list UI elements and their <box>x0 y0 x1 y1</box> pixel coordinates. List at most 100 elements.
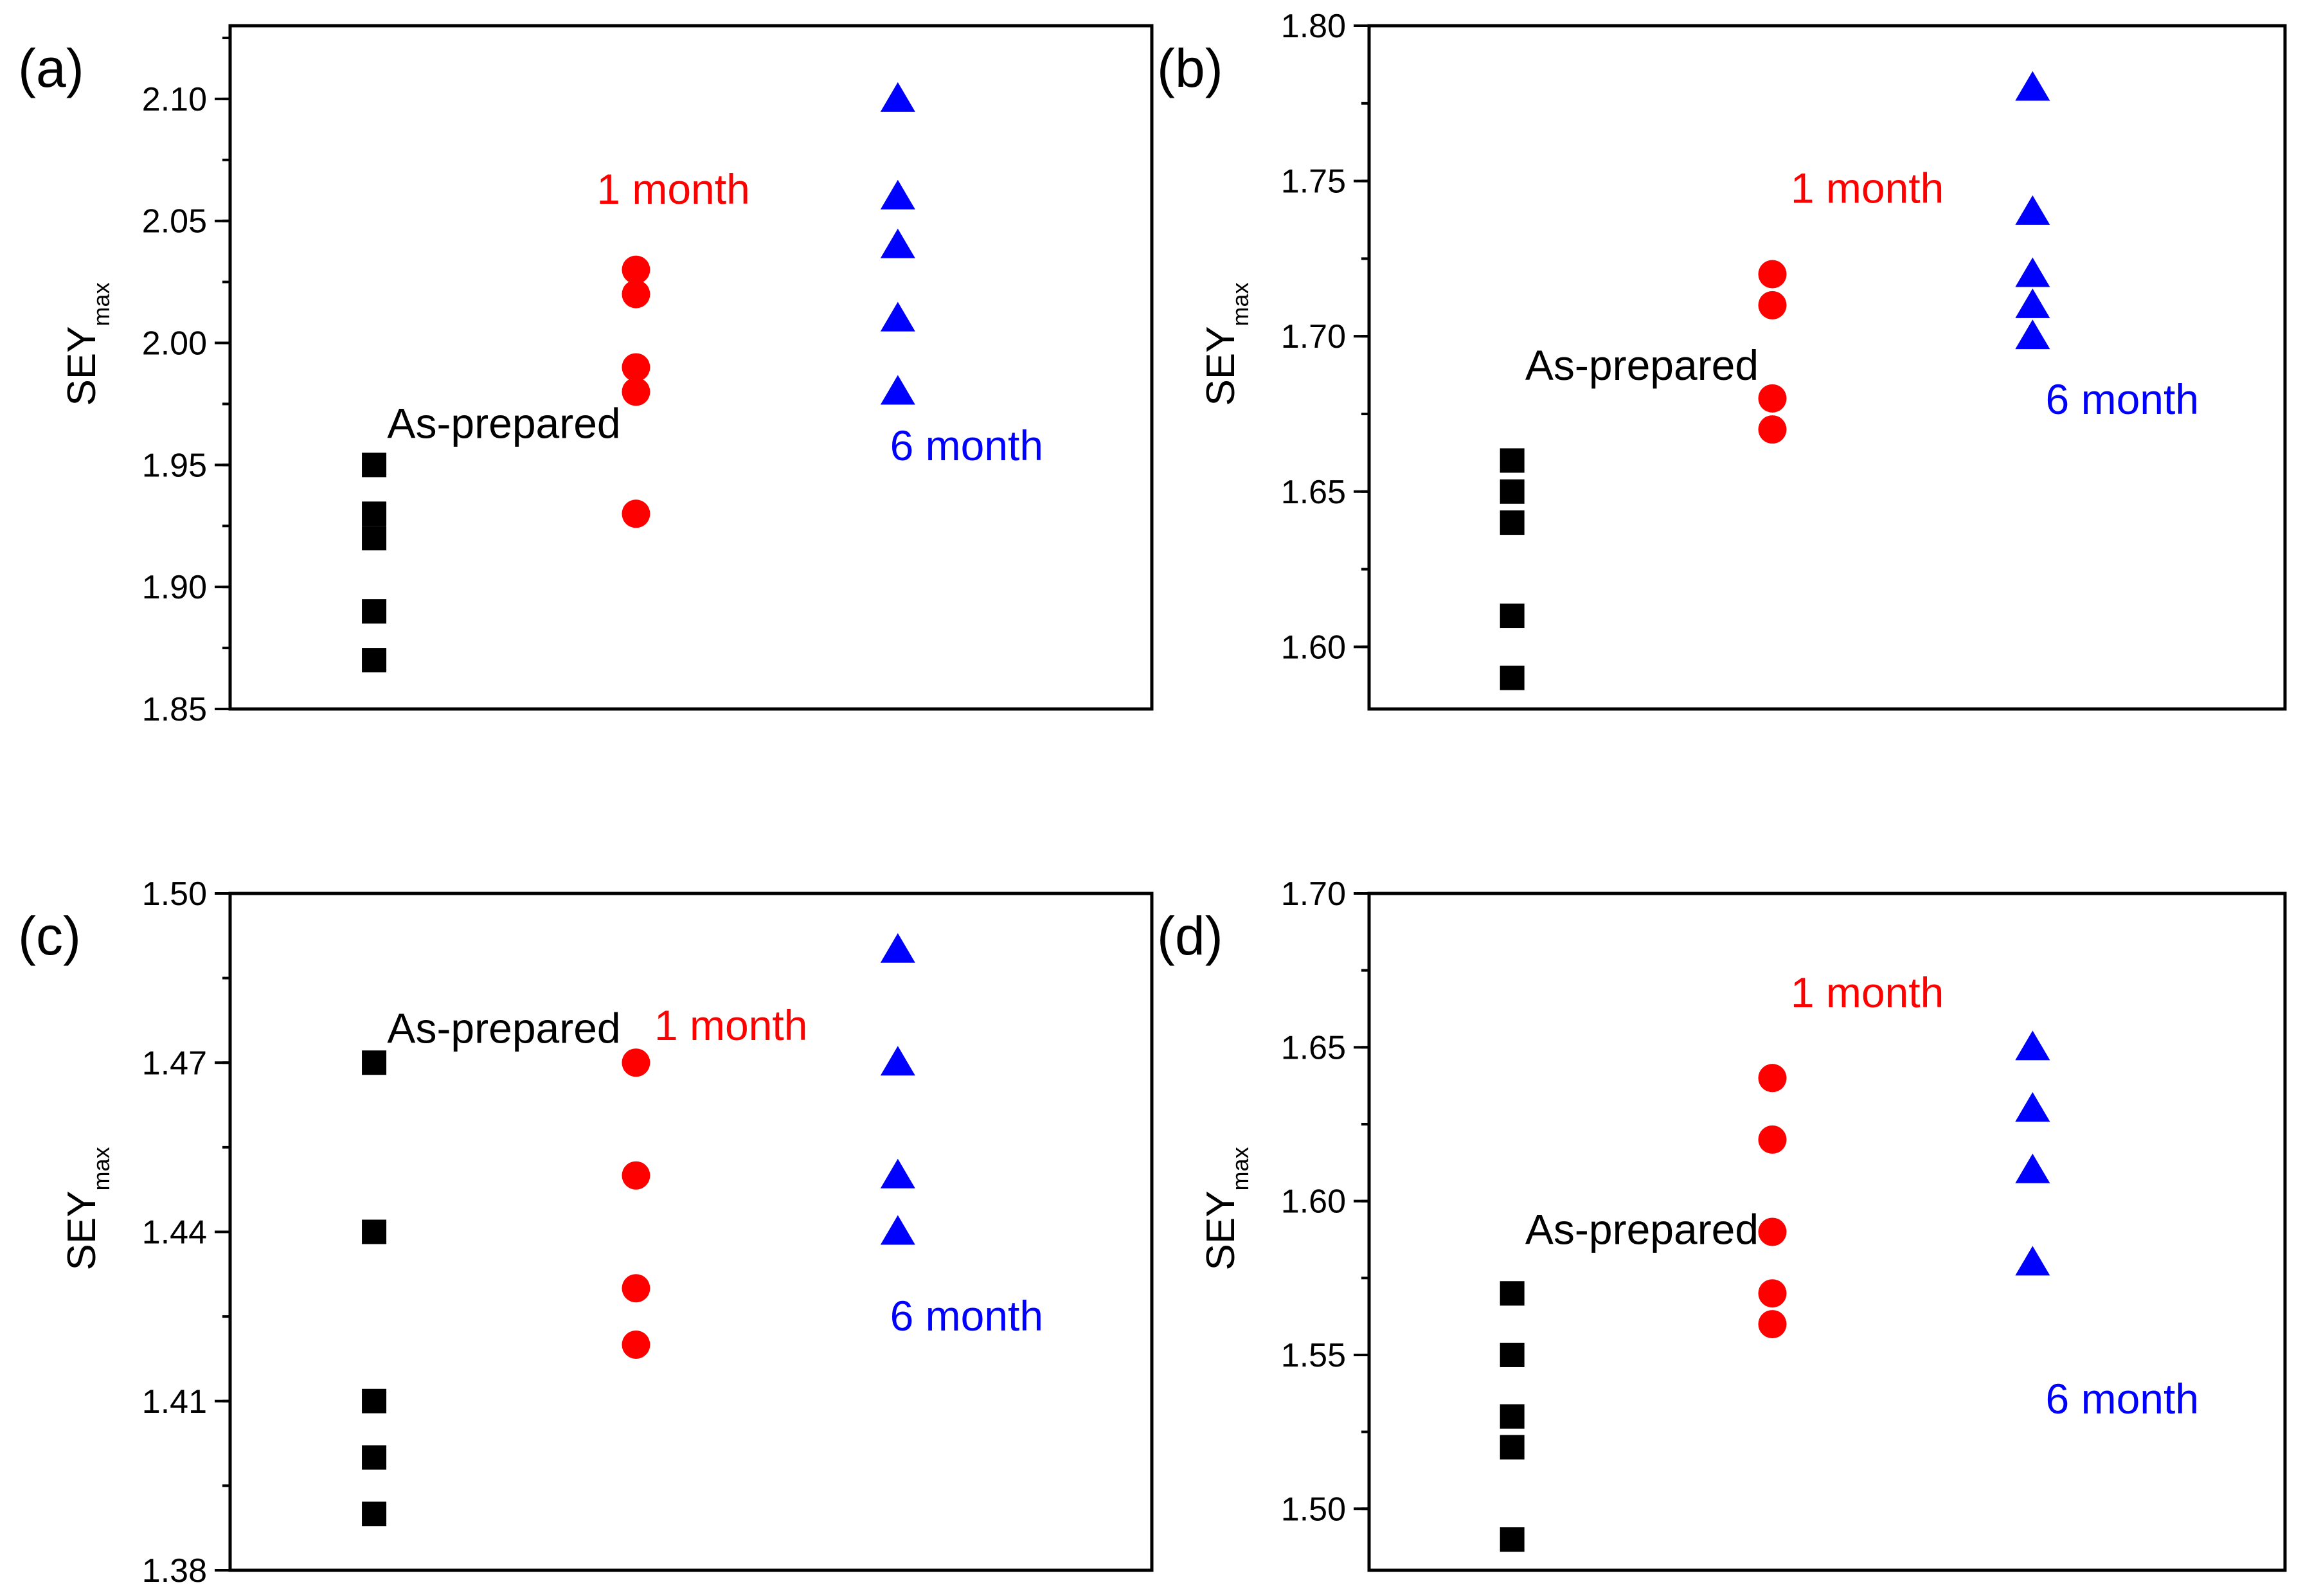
series-as-prepared <box>1500 448 1525 690</box>
series-as-prepared <box>362 453 387 673</box>
square-point <box>362 1502 387 1527</box>
circle-point <box>1758 291 1787 319</box>
series-as-prepared <box>1500 1281 1525 1552</box>
triangle-point <box>880 375 915 405</box>
circle-point <box>1758 384 1787 413</box>
panel-c: 1.38 1.41 1.44 1.47 1.50 SEYmax (c) As-prepared… <box>18 875 1154 1590</box>
y-axis-label-main: SEY <box>60 326 104 406</box>
y-tick-label: 1.60 <box>1281 1183 1346 1221</box>
circle-point <box>1758 260 1787 289</box>
square-point <box>362 1050 387 1075</box>
circle-point <box>622 1048 650 1077</box>
y-axis-label-main: SEY <box>60 1190 104 1270</box>
triangle-point <box>880 301 915 332</box>
y-axis-label: SEYmax <box>1199 1147 1253 1270</box>
series-annotation: 1 month <box>654 1001 807 1049</box>
square-point <box>1500 665 1525 690</box>
square-point <box>362 1219 387 1244</box>
plot-frame <box>228 24 1154 711</box>
square-point <box>362 599 387 624</box>
panel-b: 1.60 1.65 1.70 1.75 1.80 SEYmax (b) As-prepared… <box>1157 8 2287 711</box>
y-axis-label: SEYmax <box>60 1147 114 1270</box>
triangle-point <box>880 1158 915 1188</box>
series-annotation: 1 month <box>596 165 749 213</box>
y-tick-label: 1.38 <box>142 1552 207 1590</box>
series-1-month <box>622 1048 650 1359</box>
panel-label: (b) <box>1157 38 1223 98</box>
series-6-month <box>880 82 915 405</box>
triangle-point <box>2015 288 2050 318</box>
y-tick-label: 1.85 <box>142 691 207 728</box>
circle-point <box>622 280 650 309</box>
series-annotation: 6 month <box>2046 1375 2199 1422</box>
square-point <box>1500 479 1525 504</box>
circle-point <box>622 499 650 528</box>
y-tick-label: 1.44 <box>142 1214 207 1251</box>
series-6-month <box>2015 1030 2050 1276</box>
series-annotation: As-prepared <box>1525 1206 1759 1253</box>
y-tick-label: 1.80 <box>1281 8 1346 45</box>
circle-point <box>622 255 650 284</box>
square-point <box>362 501 387 526</box>
triangle-point <box>2015 1030 2050 1061</box>
y-axis-label-main: SEY <box>1199 1190 1243 1270</box>
circle-point <box>1758 1217 1787 1246</box>
triangle-point <box>2015 1246 2050 1276</box>
square-point <box>1500 1435 1525 1460</box>
series-as-prepared <box>362 1050 387 1527</box>
series-annotation: As-prepared <box>387 1005 620 1052</box>
y-tick-label: 1.70 <box>1281 318 1346 355</box>
y-tick-label: 2.10 <box>142 81 207 118</box>
circle-point <box>622 353 650 382</box>
triangle-point <box>880 1046 915 1076</box>
square-point <box>362 1445 387 1470</box>
square-point <box>1500 1527 1525 1552</box>
square-point <box>362 453 387 478</box>
y-tick-label: 1.50 <box>142 875 207 913</box>
triangle-point <box>2015 1153 2050 1183</box>
series-annotation: As-prepared <box>387 400 620 447</box>
square-point <box>362 1388 387 1413</box>
series-annotation: As-prepared <box>1525 341 1759 389</box>
square-point <box>1500 448 1525 473</box>
triangle-point <box>880 1215 915 1245</box>
triangle-point <box>880 228 915 258</box>
panel-label: (a) <box>18 38 84 98</box>
triangle-point <box>2015 71 2050 101</box>
circle-point <box>622 1331 650 1359</box>
square-point <box>1500 1281 1525 1306</box>
triangle-point <box>2015 319 2050 350</box>
square-point <box>1500 1404 1525 1429</box>
panel-label: (d) <box>1157 906 1223 966</box>
triangle-point <box>2015 1092 2050 1122</box>
plot-frame <box>1367 24 2287 711</box>
circle-point <box>1758 1064 1787 1093</box>
y-tick-label: 1.65 <box>1281 474 1346 511</box>
circle-point <box>1758 1310 1787 1339</box>
series-1-month <box>1758 1064 1787 1339</box>
triangle-point <box>2015 195 2050 225</box>
panel-a: 1.85 1.90 1.95 2.00 2.05 2.10 SEYmax (a) As-prep… <box>18 24 1154 728</box>
y-tick-label: 1.95 <box>142 447 207 484</box>
series-1-month <box>622 255 650 528</box>
circle-point <box>1758 415 1787 444</box>
y-axis-label-subscript: max <box>1227 282 1253 326</box>
circle-point <box>622 1161 650 1190</box>
y-tick-label: 1.70 <box>1281 875 1346 913</box>
circle-point <box>622 377 650 406</box>
circle-point <box>1758 1125 1787 1154</box>
series-annotation: 1 month <box>1791 164 1944 211</box>
y-tick-label: 1.60 <box>1281 629 1346 666</box>
series-annotation: 6 month <box>2046 375 2199 423</box>
triangle-point <box>880 82 915 112</box>
y-tick-label: 2.05 <box>142 203 207 240</box>
plot-frame <box>1367 892 2287 1572</box>
y-axis-label: SEYmax <box>1199 282 1253 406</box>
series-annotation: 1 month <box>1791 969 1944 1016</box>
series-annotation: 6 month <box>890 1292 1043 1340</box>
y-tick-label: 1.75 <box>1281 163 1346 201</box>
panel-label: (c) <box>18 906 81 966</box>
square-point <box>1500 510 1525 535</box>
y-axis-label: SEYmax <box>60 282 114 406</box>
series-1-month <box>1758 260 1787 444</box>
